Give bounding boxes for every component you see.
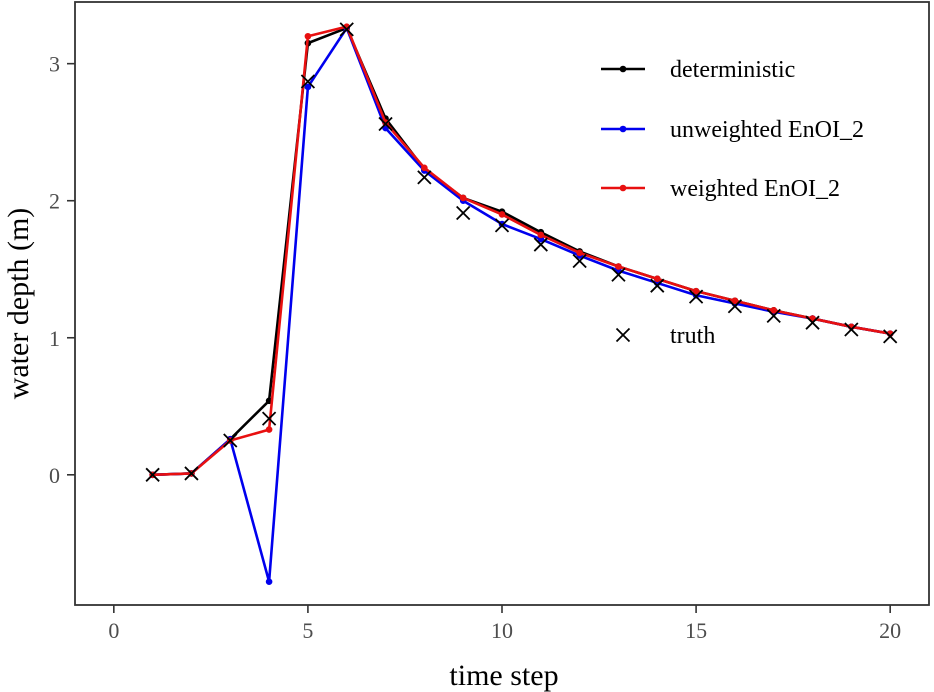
data-point-weighted-enoi-2 — [265, 426, 273, 433]
truth-marker — [727, 299, 743, 314]
plot-panel — [74, 1, 930, 606]
truth-marker-stroke — [184, 466, 199, 481]
series-line-weighted-enoi-2 — [152, 25, 891, 477]
truth-marker — [805, 315, 820, 330]
truth-marker-stroke — [533, 237, 548, 252]
truth-marker-stroke — [844, 322, 859, 337]
truth-marker — [494, 218, 510, 233]
truth-marker-stroke — [650, 278, 665, 293]
legend-item-deterministic: deterministic — [601, 57, 795, 83]
x-axis: 0 5 10 15 20 — [108, 605, 901, 643]
truth-marker-stroke — [883, 329, 898, 344]
data-point-weighted-enoi-2 — [421, 164, 428, 172]
y-tick-label: 3 — [49, 52, 60, 77]
legend-key-point — [619, 125, 627, 133]
truth-marker — [378, 116, 393, 132]
legend-key-point — [619, 65, 627, 73]
truth-marker — [184, 466, 199, 481]
truth-marker-stroke — [766, 308, 781, 323]
data-point-weighted-enoi-2 — [576, 249, 583, 257]
truth-marker — [300, 74, 316, 89]
data-point-unweighted-enoi-2 — [265, 578, 273, 586]
data-point-unweighted-enoi-2 — [498, 220, 506, 228]
legend: deterministic unweighted EnOI_2 weighted E… — [601, 57, 864, 349]
legend-item-weighted-enoi-2: weighted EnOI_2 — [601, 176, 840, 202]
x-tick-label: 20 — [879, 618, 901, 643]
data-point-weighted-enoi-2 — [537, 231, 545, 239]
legend-item-unweighted-enoi-2: unweighted EnOI_2 — [601, 117, 864, 143]
truth-marker-stroke — [611, 267, 626, 282]
legend-label: truth — [670, 323, 715, 349]
y-axis-title: water depth (m) — [2, 208, 35, 400]
truth-marker-stroke — [300, 74, 316, 89]
truth-marker — [844, 322, 859, 337]
legend-item-truth: truth — [615, 323, 715, 349]
truth-marker — [145, 467, 160, 482]
x-tick-label: 15 — [685, 618, 707, 643]
truth-marker-stroke — [494, 218, 510, 233]
truth-marker-stroke — [417, 170, 432, 185]
truth-marker — [688, 289, 704, 304]
legend-label: weighted EnOI_2 — [670, 176, 840, 202]
truth-marker-stroke — [727, 299, 743, 314]
y-tick-label: 0 — [49, 463, 60, 488]
y-tick-label: 2 — [49, 189, 60, 214]
y-tick-label: 1 — [49, 326, 60, 351]
truth-marker-stroke — [572, 253, 587, 269]
truth-marker — [533, 237, 548, 252]
legend-key-point — [619, 184, 627, 192]
truth-marker-stroke — [805, 315, 820, 330]
data-point-weighted-enoi-2 — [615, 263, 622, 270]
truth-marker — [650, 278, 665, 293]
data-point-unweighted-enoi-2 — [304, 83, 312, 91]
legend-key-marker — [615, 327, 631, 343]
truth-marker — [339, 22, 354, 37]
x-tick-label: 10 — [491, 618, 513, 643]
legend-label: deterministic — [670, 57, 795, 83]
x-tick-label: 5 — [302, 618, 313, 643]
truth-marker — [261, 411, 277, 426]
truth-marker — [456, 205, 471, 221]
data-point-weighted-enoi-2 — [653, 275, 661, 283]
x-tick-label: 0 — [108, 618, 119, 643]
data-point-weighted-enoi-2 — [459, 194, 467, 202]
truth-marker-stroke — [688, 289, 704, 304]
data-point-weighted-enoi-2 — [731, 297, 739, 305]
truth-marker — [883, 329, 898, 344]
truth-marker-stroke — [261, 411, 277, 426]
truth-marker-stroke — [378, 116, 393, 132]
truth-marker — [572, 253, 587, 269]
series-layer — [145, 22, 898, 586]
y-axis: 0 1 2 3 — [49, 52, 75, 488]
truth-marker-stroke — [223, 433, 238, 448]
data-point-weighted-enoi-2 — [692, 287, 700, 295]
truth-marker-stroke — [339, 22, 354, 37]
truth-marker — [766, 308, 781, 323]
legend-label: unweighted EnOI_2 — [670, 117, 864, 143]
truth-marker — [417, 170, 432, 185]
truth-marker-stroke — [456, 205, 471, 221]
truth-marker — [223, 433, 238, 448]
x-axis-title: time step — [449, 659, 558, 692]
truth-marker-stroke — [145, 467, 160, 482]
truth-marker — [611, 267, 626, 282]
data-point-weighted-enoi-2 — [498, 211, 506, 218]
data-point-weighted-enoi-2 — [304, 32, 312, 40]
data-point-weighted-enoi-2 — [770, 307, 778, 314]
data-point-weighted-enoi-2 — [382, 119, 389, 126]
